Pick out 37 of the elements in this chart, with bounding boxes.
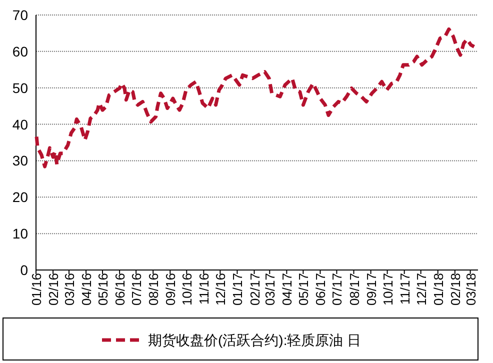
x-tick-label: 12/16 xyxy=(213,273,228,306)
x-tick-label: 06/16 xyxy=(112,273,128,306)
x-tick-label: 05/17 xyxy=(296,273,312,306)
x-tick-label: 09/16 xyxy=(163,273,178,306)
x-tick-label: 08/17 xyxy=(346,273,362,306)
x-tick-label: 03/16 xyxy=(62,273,77,306)
y-tick-label: 30 xyxy=(12,152,28,169)
line-series xyxy=(34,27,476,168)
x-tick-label: 01/17 xyxy=(230,273,246,306)
x-tick-label: 07/17 xyxy=(330,273,345,306)
legend-label: 期货收盘价(活跃合约):轻质原油 日 xyxy=(148,332,362,348)
x-tick-label: 07/16 xyxy=(129,273,144,306)
y-tick-label: 0 xyxy=(20,262,28,278)
y-tick-label: 10 xyxy=(12,226,28,242)
x-tick-label: 01/16 xyxy=(29,273,44,306)
x-tick-label: 02/17 xyxy=(247,273,262,306)
x-tick-label: 04/17 xyxy=(280,273,295,306)
y-tick-label: 50 xyxy=(12,80,28,96)
x-tick-label: 01/18 xyxy=(430,273,446,306)
x-tick-label: 03/17 xyxy=(262,273,278,306)
x-tick-label: 10/17 xyxy=(380,273,396,306)
y-tick-label: 20 xyxy=(12,189,28,206)
x-tick-label: 03/18 xyxy=(463,273,478,306)
x-tick-label: 11/17 xyxy=(397,273,412,305)
x-tick-label: 04/16 xyxy=(79,273,94,306)
y-tick-label: 40 xyxy=(12,116,28,132)
y-tick-label: 70 xyxy=(12,7,28,23)
x-tick-label: 02/18 xyxy=(448,273,463,306)
x-tick-label: 05/16 xyxy=(96,273,111,306)
y-tick-label: 60 xyxy=(12,43,28,60)
x-tick-label: 08/16 xyxy=(146,273,162,306)
x-tick-label: 06/17 xyxy=(313,273,328,306)
x-tick-label: 02/16 xyxy=(46,273,62,306)
x-tick-label: 09/17 xyxy=(364,273,379,306)
x-tick-label: 12/17 xyxy=(414,273,429,306)
x-tick-label: 11/16 xyxy=(196,273,212,305)
x-tick-label: 10/16 xyxy=(180,273,195,306)
